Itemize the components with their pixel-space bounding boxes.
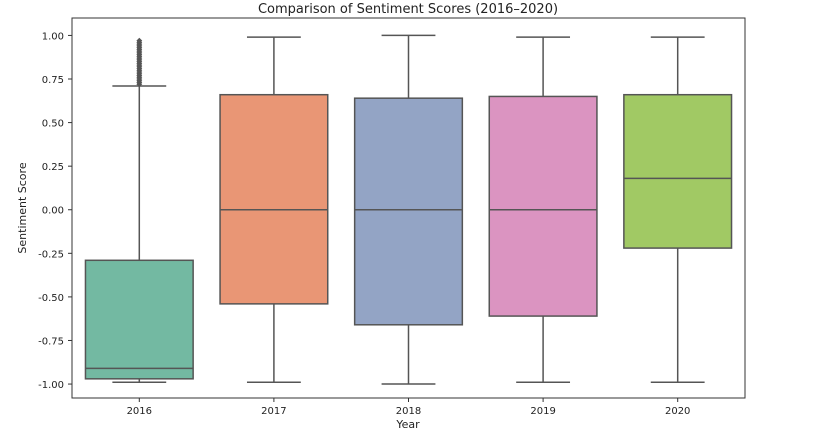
box-2017 — [219, 36, 329, 384]
box-2020 — [623, 36, 733, 384]
y-tick-label: -0.50 — [38, 293, 64, 304]
iqr-box — [623, 93, 733, 249]
boxes — [84, 34, 733, 385]
x-tick-label: 2018 — [396, 406, 421, 417]
y-axis: -1.00 -0.75 -0.50 -0.25 0.00 0.25 0.50 0.75 1.00 — [38, 31, 72, 391]
y-tick-label: 0.50 — [42, 119, 64, 130]
y-tick-label: -1.00 — [38, 380, 64, 391]
y-tick-label: 1.00 — [42, 31, 64, 42]
iqr-box — [219, 93, 329, 305]
box-2018 — [353, 34, 464, 385]
iqr-box — [353, 97, 464, 326]
box-2019 — [488, 36, 598, 384]
x-tick-label: 2017 — [261, 406, 286, 417]
x-axis-label: Year — [395, 418, 420, 431]
y-axis-label: Sentiment Score — [16, 162, 29, 253]
x-axis: 2016 2017 2018 2019 2020 — [127, 398, 690, 417]
y-tick-label: -0.75 — [38, 336, 64, 347]
y-tick-label: -0.25 — [38, 249, 64, 260]
y-tick-label: 0.25 — [42, 162, 64, 173]
y-tick-label: 0.00 — [42, 206, 64, 217]
iqr-box — [84, 259, 194, 380]
outlier-point — [136, 37, 143, 44]
iqr-box — [488, 95, 598, 317]
box-2016 — [84, 37, 194, 384]
y-tick-label: 0.75 — [42, 75, 64, 86]
chart-title: Comparison of Sentiment Scores (2016–202… — [258, 2, 558, 17]
x-tick-label: 2016 — [127, 406, 152, 417]
x-tick-label: 2020 — [665, 406, 690, 417]
x-tick-label: 2019 — [530, 406, 555, 417]
